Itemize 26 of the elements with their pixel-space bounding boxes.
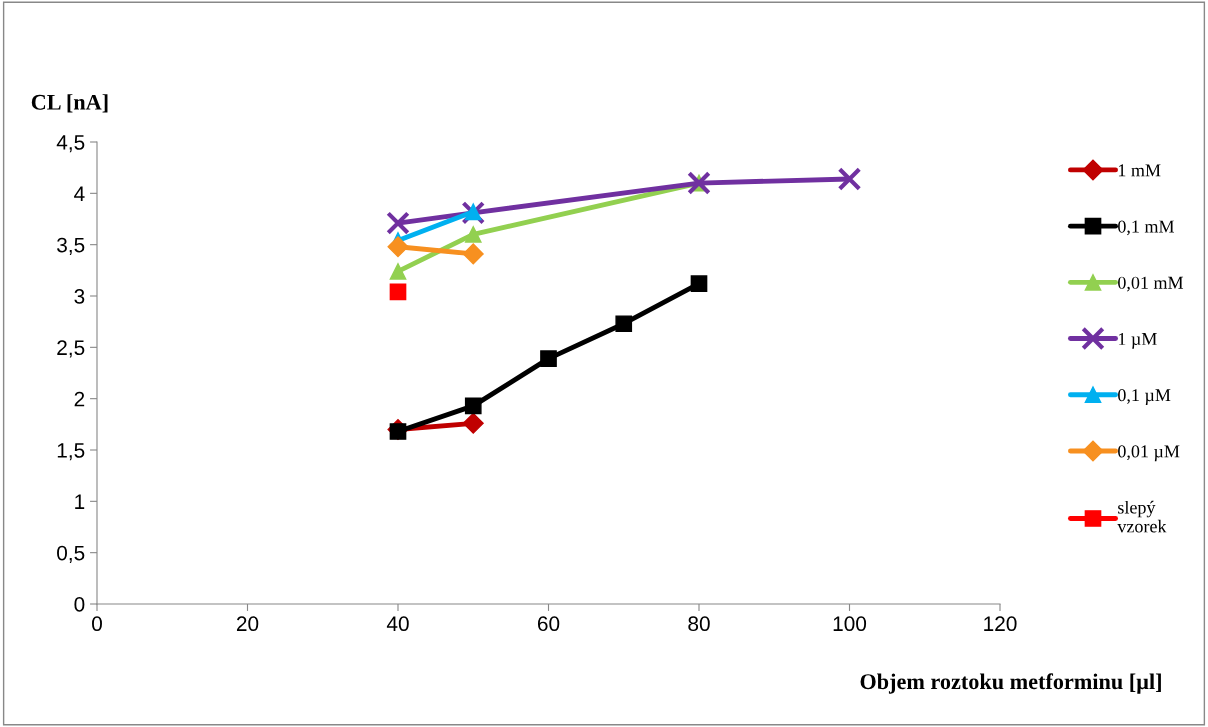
- x-tick-label: 100: [833, 616, 867, 632]
- y-tick-label: 4,5: [56, 135, 85, 153]
- legend-label: 0,01 µM: [1118, 445, 1180, 462]
- y-tick-label: 4: [74, 186, 85, 201]
- y-tick-label: 1: [75, 494, 85, 509]
- y-axis-title: CL [nA]: [31, 94, 108, 113]
- legend-label: 0,1 mM: [1118, 220, 1175, 236]
- legend-label: 1 µM: [1118, 332, 1157, 349]
- y-tick-label: 2,5: [57, 340, 85, 358]
- x-tick-label: 80: [688, 616, 710, 632]
- x-tick-label: 0: [92, 616, 102, 632]
- legend-label: 0,1 µM: [1118, 389, 1171, 405]
- y-tick-label: 0: [74, 597, 85, 612]
- y-tick-label: 1,5: [57, 443, 85, 461]
- legend-label: slepý vzorek: [1117, 500, 1167, 533]
- x-tick-label: 60: [537, 616, 560, 632]
- legend-label: 0,01 mM: [1118, 276, 1184, 292]
- y-tick-label: 2: [74, 391, 85, 407]
- x-tick-label: 20: [236, 616, 259, 632]
- x-tick-label: 40: [386, 616, 409, 632]
- y-tick-label: 3: [74, 289, 85, 304]
- x-tick-label: 120: [984, 616, 1017, 632]
- y-tick-label: 0,5: [57, 545, 85, 563]
- y-tick-label: 3,5: [57, 237, 85, 255]
- legend-label: 1 mM: [1118, 164, 1161, 177]
- x-axis-title: Objem roztoku metforminu [µl]: [860, 673, 1161, 694]
